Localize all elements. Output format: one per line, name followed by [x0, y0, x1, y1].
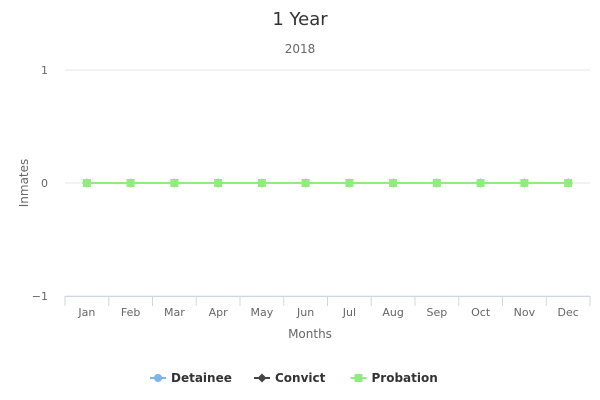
- data-point: [432, 179, 441, 187]
- y-axis-ticks: 1 0 −1: [32, 64, 48, 303]
- legend-item-probation[interactable]: Probation: [350, 371, 438, 385]
- legend-label: Probation: [372, 371, 438, 385]
- x-tick-label: Oct: [471, 306, 491, 319]
- data-point: [345, 179, 354, 187]
- data-point: [389, 179, 398, 187]
- plot-series: [82, 178, 573, 188]
- legend-label: Convict: [275, 371, 326, 385]
- legend-item-convict[interactable]: Convict: [254, 371, 326, 385]
- x-tick-label: Aug: [382, 306, 403, 319]
- chart-subtitle: 2018: [285, 42, 316, 56]
- legend-label: Detainee: [171, 371, 232, 385]
- legend-marker: [354, 374, 363, 382]
- legend-marker: [154, 374, 162, 382]
- x-tick-label: Apr: [209, 306, 229, 319]
- data-point: [82, 179, 91, 187]
- legend: Detainee Convict Probation: [150, 371, 438, 385]
- legend-item-detainee[interactable]: Detainee: [150, 371, 232, 385]
- data-point: [126, 179, 135, 187]
- data-point: [476, 179, 485, 187]
- data-point: [170, 179, 179, 187]
- data-point: [564, 179, 573, 187]
- x-tick-label: Nov: [514, 306, 536, 319]
- x-tick-label: Jul: [342, 306, 356, 319]
- x-tick-label: May: [251, 306, 274, 319]
- y-tick-label: 0: [41, 177, 48, 190]
- x-axis: [64, 296, 591, 306]
- data-point: [301, 179, 310, 187]
- data-point: [257, 179, 266, 187]
- x-axis-ticks: Jan Feb Mar Apr May Jun Jul Aug Sep Oct Nov Dec: [77, 306, 578, 319]
- legend-marker: [257, 373, 267, 383]
- y-axis-title: Inmates: [17, 159, 31, 208]
- y-tick-label: 1: [41, 64, 48, 77]
- x-tick-label: Jun: [296, 306, 314, 319]
- x-tick-label: Feb: [121, 306, 140, 319]
- x-axis-title: Months: [288, 327, 332, 341]
- series-probation: [82, 179, 573, 187]
- chart-title: 1 Year: [272, 9, 328, 30]
- x-tick-label: Dec: [557, 306, 578, 319]
- x-tick-label: Mar: [164, 306, 185, 319]
- x-tick-label: Sep: [427, 306, 448, 319]
- x-tick-label: Jan: [77, 306, 95, 319]
- data-point: [520, 179, 529, 187]
- y-tick-label: −1: [32, 290, 48, 303]
- data-point: [214, 179, 223, 187]
